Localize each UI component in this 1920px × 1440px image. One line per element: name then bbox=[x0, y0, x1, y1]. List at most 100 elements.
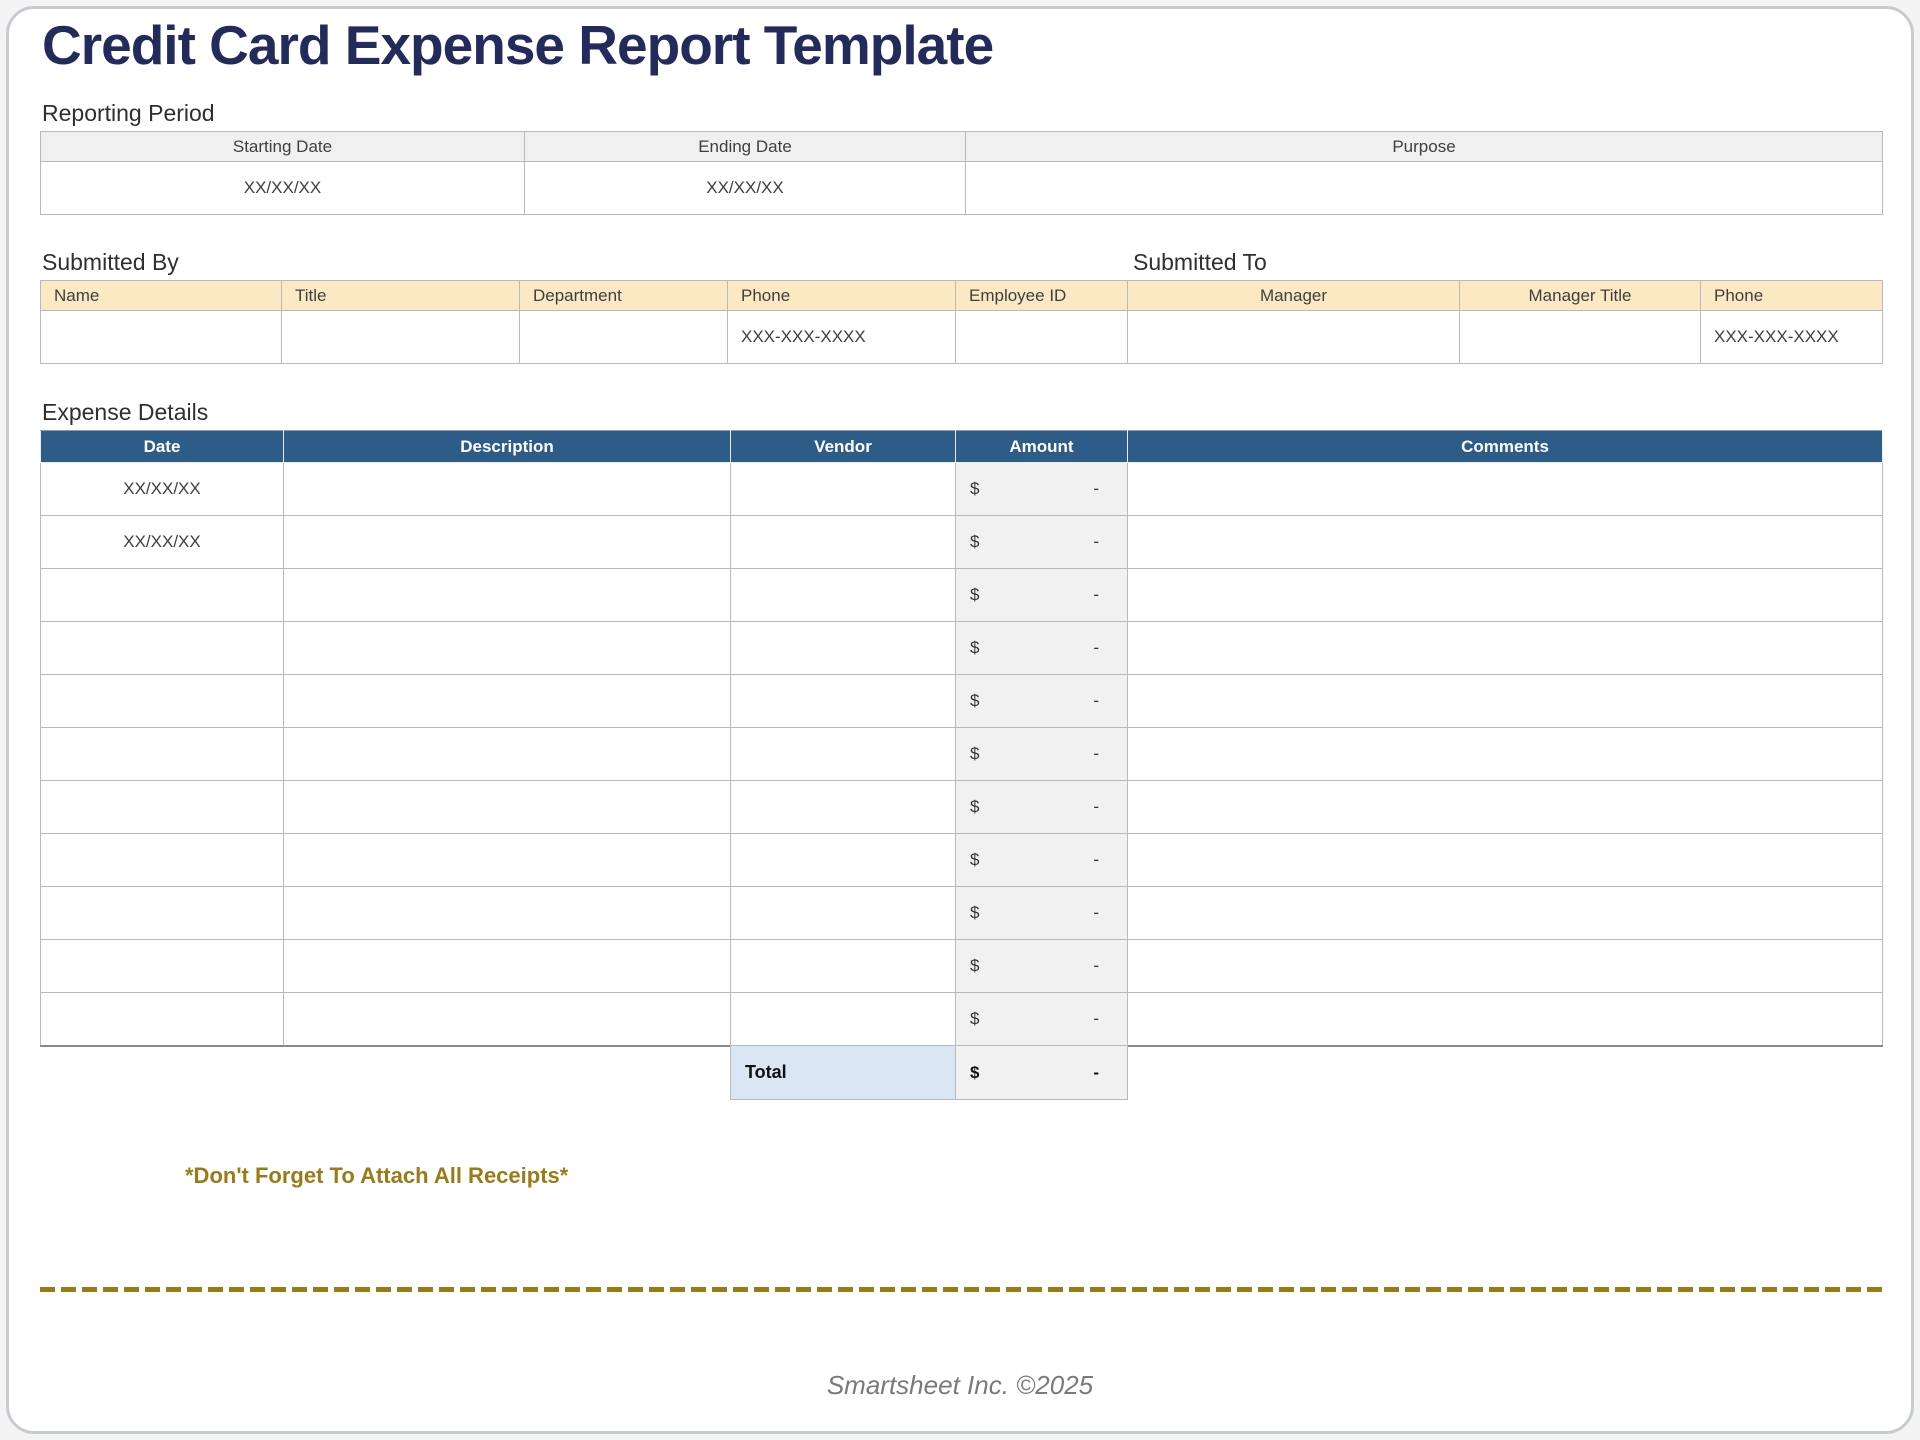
expense-date-cell[interactable] bbox=[40, 568, 284, 622]
expense-comments-cell[interactable] bbox=[1127, 939, 1883, 993]
manager-cell[interactable] bbox=[1127, 310, 1460, 364]
expense-comments-cell[interactable] bbox=[1127, 621, 1883, 675]
expense-row: XX/XX/XX $ - bbox=[40, 462, 1883, 516]
expense-comments-cell[interactable] bbox=[1127, 992, 1883, 1046]
employee-id-cell[interactable] bbox=[955, 310, 1128, 364]
expense-amount-cell[interactable]: $ - bbox=[955, 515, 1128, 569]
total-label: Total bbox=[730, 1045, 956, 1100]
expense-amount-cell[interactable]: $ - bbox=[955, 462, 1128, 516]
manager-title-cell[interactable] bbox=[1459, 310, 1701, 364]
currency-symbol: $ bbox=[970, 797, 980, 816]
manager-phone-cell[interactable]: XXX-XXX-XXXX bbox=[1700, 310, 1883, 364]
expense-description-cell[interactable] bbox=[283, 568, 731, 622]
expense-amount-cell[interactable]: $ - bbox=[955, 939, 1128, 993]
amount-value: - bbox=[1093, 585, 1099, 604]
expense-description-cell[interactable] bbox=[283, 780, 731, 834]
expense-date-cell[interactable] bbox=[40, 727, 284, 781]
currency-symbol: $ bbox=[970, 479, 980, 498]
expense-vendor-cell[interactable] bbox=[730, 727, 956, 781]
expense-date-cell[interactable] bbox=[40, 992, 284, 1046]
purpose-cell[interactable] bbox=[965, 161, 1883, 215]
currency-symbol: $ bbox=[970, 532, 980, 551]
manager-phone-header: Phone bbox=[1700, 280, 1883, 311]
expense-row: $ - bbox=[40, 727, 1883, 781]
total-amount-cell[interactable]: $ - bbox=[955, 1045, 1128, 1100]
expense-description-cell[interactable] bbox=[283, 727, 731, 781]
department-cell[interactable] bbox=[519, 310, 728, 364]
expense-amount-cell[interactable]: $ - bbox=[955, 674, 1128, 728]
expense-comments-cell[interactable] bbox=[1127, 462, 1883, 516]
expense-date-cell[interactable] bbox=[40, 674, 284, 728]
expense-row: $ - bbox=[40, 568, 1883, 622]
expense-date-cell[interactable] bbox=[40, 621, 284, 675]
starting-date-header: Starting Date bbox=[40, 131, 525, 162]
expense-amount-cell[interactable]: $ - bbox=[955, 727, 1128, 781]
expense-amount-cell[interactable]: $ - bbox=[955, 780, 1128, 834]
expense-description-cell[interactable] bbox=[283, 886, 731, 940]
name-header: Name bbox=[40, 280, 282, 311]
expense-amount-cell[interactable]: $ - bbox=[955, 568, 1128, 622]
expense-vendor-cell[interactable] bbox=[730, 992, 956, 1046]
expense-date-cell[interactable] bbox=[40, 833, 284, 887]
currency-symbol: $ bbox=[970, 744, 980, 763]
expense-row: $ - bbox=[40, 992, 1883, 1046]
expense-amount-cell[interactable]: $ - bbox=[955, 621, 1128, 675]
expense-vendor-cell[interactable] bbox=[730, 462, 956, 516]
expense-vendor-cell[interactable] bbox=[730, 939, 956, 993]
expense-comments-cell[interactable] bbox=[1127, 568, 1883, 622]
title-cell[interactable] bbox=[281, 310, 520, 364]
expense-vendor-cell[interactable] bbox=[730, 674, 956, 728]
expense-vendor-cell[interactable] bbox=[730, 515, 956, 569]
expense-row: $ - bbox=[40, 939, 1883, 993]
expense-row: $ - bbox=[40, 674, 1883, 728]
expense-description-cell[interactable] bbox=[283, 992, 731, 1046]
ending-date-cell[interactable]: XX/XX/XX bbox=[524, 161, 966, 215]
expense-description-cell[interactable] bbox=[283, 674, 731, 728]
total-currency-symbol: $ bbox=[970, 1062, 980, 1082]
starting-date-cell[interactable]: XX/XX/XX bbox=[40, 161, 525, 215]
expense-comments-cell[interactable] bbox=[1127, 833, 1883, 887]
employee-id-header: Employee ID bbox=[955, 280, 1128, 311]
expense-comments-cell[interactable] bbox=[1127, 674, 1883, 728]
expense-vendor-cell[interactable] bbox=[730, 780, 956, 834]
expense-date-cell[interactable] bbox=[40, 780, 284, 834]
expense-total-row: Total $ - bbox=[730, 1045, 1128, 1100]
amount-value: - bbox=[1093, 850, 1099, 869]
expense-description-header: Description bbox=[283, 430, 731, 463]
currency-symbol: $ bbox=[970, 691, 980, 710]
name-cell[interactable] bbox=[40, 310, 282, 364]
expense-comments-cell[interactable] bbox=[1127, 727, 1883, 781]
expense-vendor-cell[interactable] bbox=[730, 833, 956, 887]
expense-description-cell[interactable] bbox=[283, 515, 731, 569]
expense-comments-cell[interactable] bbox=[1127, 780, 1883, 834]
phone-cell[interactable]: XXX-XXX-XXXX bbox=[727, 310, 956, 364]
expense-vendor-cell[interactable] bbox=[730, 886, 956, 940]
amount-value: - bbox=[1093, 797, 1099, 816]
expense-description-cell[interactable] bbox=[283, 833, 731, 887]
expense-vendor-cell[interactable] bbox=[730, 621, 956, 675]
expense-amount-cell[interactable]: $ - bbox=[955, 833, 1128, 887]
expense-date-cell[interactable]: XX/XX/XX bbox=[40, 515, 284, 569]
title-header: Title bbox=[281, 280, 520, 311]
amount-value: - bbox=[1093, 1008, 1099, 1028]
expense-description-cell[interactable] bbox=[283, 939, 731, 993]
expense-amount-cell[interactable]: $ - bbox=[955, 992, 1128, 1046]
expense-vendor-cell[interactable] bbox=[730, 568, 956, 622]
expense-date-cell[interactable] bbox=[40, 939, 284, 993]
expense-row: XX/XX/XX $ - bbox=[40, 515, 1883, 569]
submitted-to-label: Submitted To bbox=[1133, 249, 1267, 275]
expense-amount-cell[interactable]: $ - bbox=[955, 886, 1128, 940]
expense-description-cell[interactable] bbox=[283, 621, 731, 675]
expense-comments-cell[interactable] bbox=[1127, 515, 1883, 569]
expense-amount-header: Amount bbox=[955, 430, 1128, 463]
manager-header: Manager bbox=[1127, 280, 1460, 311]
expense-row: $ - bbox=[40, 833, 1883, 887]
expense-date-cell[interactable] bbox=[40, 886, 284, 940]
expense-description-cell[interactable] bbox=[283, 462, 731, 516]
expense-date-cell[interactable]: XX/XX/XX bbox=[40, 462, 284, 516]
expense-vendor-header: Vendor bbox=[730, 430, 956, 463]
expense-comments-cell[interactable] bbox=[1127, 886, 1883, 940]
expense-comments-header: Comments bbox=[1127, 430, 1883, 463]
expense-row: $ - bbox=[40, 886, 1883, 940]
